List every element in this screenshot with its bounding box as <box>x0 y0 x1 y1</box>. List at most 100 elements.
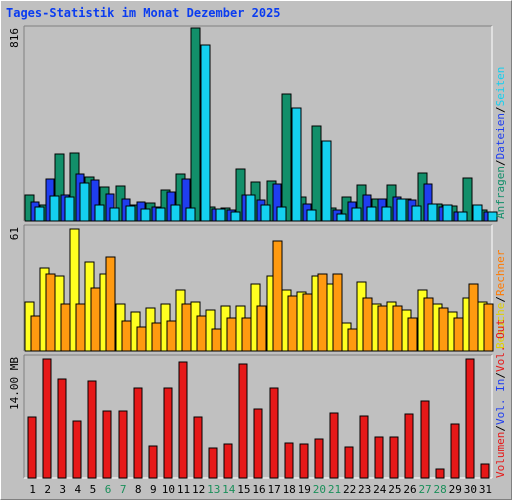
bar-seiten-day-2 <box>49 195 60 222</box>
bar-volumen-day-3 <box>57 378 67 479</box>
bar-anfragen-day-18 <box>281 93 292 222</box>
bar-seiten-day-7 <box>125 205 136 222</box>
bar-seiten-day-25 <box>396 198 407 222</box>
bar-volumen-day-16 <box>253 408 263 479</box>
requests-panel <box>23 25 498 222</box>
day-label-16: 16 <box>252 483 265 496</box>
bar-seiten-day-12 <box>200 44 211 222</box>
bar-seiten-day-15 <box>245 194 256 222</box>
bar-seiten-day-13 <box>215 208 226 222</box>
bar-volumen-day-9 <box>148 445 158 479</box>
bar-rechner-day-13 <box>211 328 222 352</box>
middle-max-label: 61 <box>8 227 21 240</box>
bar-volumen-day-23 <box>359 415 369 479</box>
bar-volumen-day-10 <box>163 387 173 479</box>
legend-vol--in: Vol. In <box>494 379 507 425</box>
bar-volumen-day-5 <box>87 380 97 479</box>
volume-panel <box>23 354 493 479</box>
day-label-1: 1 <box>29 483 36 496</box>
bar-seiten-day-18 <box>291 107 302 222</box>
bar-seiten-day-11 <box>185 207 196 222</box>
legend-rechner: Rechner <box>494 249 507 296</box>
legend-seiten: Seiten <box>494 67 507 107</box>
top-max-label: 816 <box>8 28 21 48</box>
bar-volumen-day-28 <box>435 468 445 479</box>
bar-rechner-day-31 <box>483 303 494 352</box>
bar-seiten-day-31 <box>487 211 498 222</box>
day-label-5: 5 <box>90 483 97 496</box>
legend-vol--out: Vol. Out <box>494 319 507 372</box>
bar-seiten-day-20 <box>321 140 332 222</box>
bottom-max-label: 14.00 MB <box>8 357 21 410</box>
legend-dateien: Dateien <box>494 113 507 159</box>
legend-separator: / <box>494 296 507 303</box>
bar-rechner-day-29 <box>453 317 464 352</box>
bar-seiten-day-17 <box>276 206 287 222</box>
bar-volumen-day-12 <box>193 416 203 479</box>
bar-volumen-day-29 <box>450 423 460 479</box>
bar-rechner-day-14 <box>226 317 237 352</box>
day-label-8: 8 <box>135 483 142 496</box>
legend-middle: Besuche/Rechner <box>494 249 507 349</box>
bar-rechner-day-4 <box>75 303 86 352</box>
bar-volumen-day-24 <box>374 436 384 479</box>
bar-rechner-day-28 <box>438 307 449 352</box>
day-label-11: 11 <box>177 483 190 496</box>
day-label-31: 31 <box>479 483 492 496</box>
legend-separator: / <box>494 106 507 113</box>
bar-volumen-day-20 <box>314 438 324 479</box>
day-label-25: 25 <box>388 483 401 496</box>
day-label-27: 27 <box>418 483 431 496</box>
bar-seiten-day-30 <box>472 204 483 222</box>
bar-volumen-day-19 <box>299 443 309 479</box>
bar-seiten-day-22 <box>351 207 362 222</box>
legend-separator: / <box>494 425 507 432</box>
bar-rechner-day-1 <box>30 315 41 352</box>
bar-rechner-day-25 <box>392 305 403 352</box>
legend-separator: / <box>494 159 507 166</box>
bar-seiten-day-26 <box>411 205 422 222</box>
bar-volumen-day-15 <box>238 363 248 479</box>
day-label-7: 7 <box>120 483 127 496</box>
bar-rechner-day-20 <box>317 273 328 352</box>
day-label-10: 10 <box>162 483 175 496</box>
bar-rechner-day-3 <box>60 303 71 352</box>
bar-rechner-day-7 <box>121 320 132 352</box>
bar-volumen-day-31 <box>480 463 490 479</box>
bar-rechner-day-24 <box>377 305 388 352</box>
bar-volumen-day-18 <box>284 442 294 479</box>
bar-volumen-day-2 <box>42 358 52 479</box>
day-label-29: 29 <box>449 483 462 496</box>
bar-seiten-day-21 <box>336 213 347 222</box>
bar-volumen-day-30 <box>465 358 475 479</box>
bar-rechner-day-11 <box>181 303 192 352</box>
bar-rechner-day-10 <box>166 320 177 352</box>
bar-volumen-day-27 <box>420 400 430 479</box>
bar-rechner-day-15 <box>241 317 252 352</box>
bar-rechner-day-27 <box>423 297 434 352</box>
bar-volumen-day-6 <box>102 410 112 479</box>
bar-rechner-day-9 <box>151 322 162 352</box>
bar-rechner-day-30 <box>468 283 479 352</box>
bar-rechner-day-22 <box>347 328 358 352</box>
bar-seiten-day-9 <box>155 207 166 222</box>
bar-seiten-day-6 <box>109 207 120 222</box>
bar-rechner-day-8 <box>136 326 147 352</box>
day-label-21: 21 <box>328 483 341 496</box>
day-label-19: 19 <box>298 483 311 496</box>
bar-seiten-day-5 <box>94 204 105 222</box>
legend-volumen: Volumen <box>494 432 507 478</box>
day-label-6: 6 <box>105 483 112 496</box>
day-label-14: 14 <box>222 483 236 496</box>
bar-volumen-day-4 <box>72 420 82 479</box>
day-label-3: 3 <box>59 483 66 496</box>
bar-besuche-day-4 <box>69 228 80 352</box>
day-label-12: 12 <box>192 483 205 496</box>
bar-rechner-day-16 <box>256 305 267 352</box>
bar-rechner-day-5 <box>90 287 101 352</box>
bar-rechner-day-2 <box>45 273 56 352</box>
visits-panel <box>23 224 494 352</box>
bar-rechner-day-6 <box>105 256 116 352</box>
day-label-13: 13 <box>207 483 220 496</box>
